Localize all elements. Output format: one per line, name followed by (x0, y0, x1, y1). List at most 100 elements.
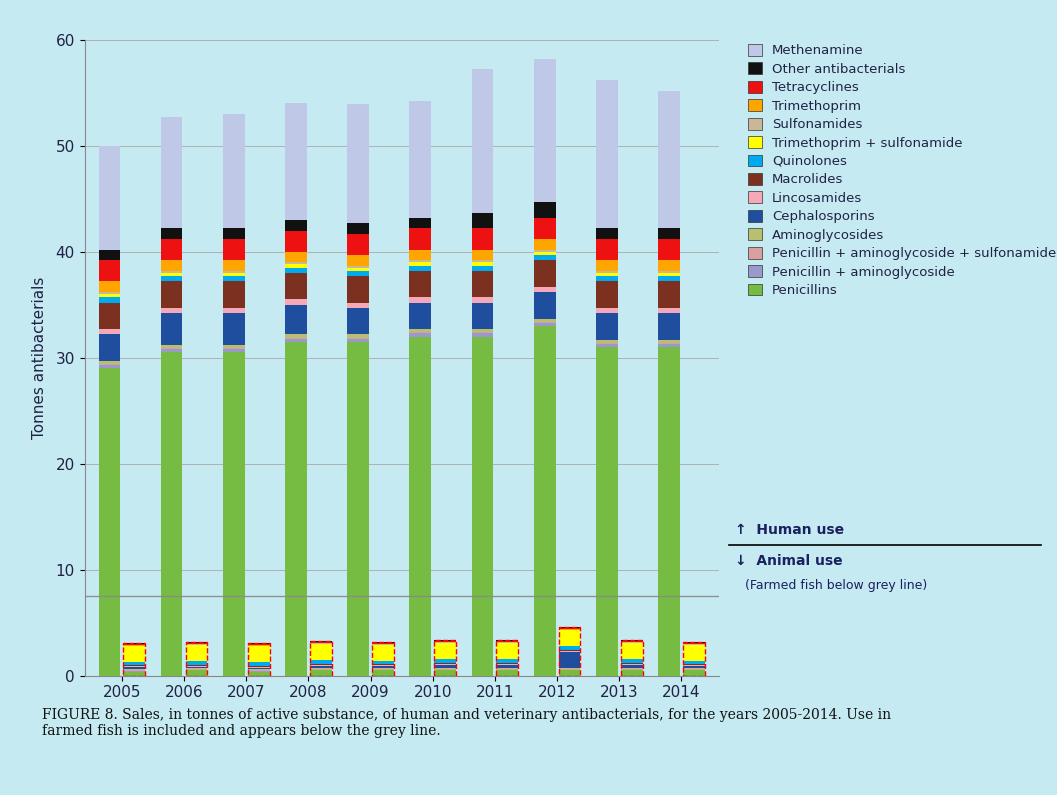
Bar (186, 665, 207, 666)
Bar (161, 276, 183, 281)
Bar (596, 239, 617, 260)
Bar (285, 252, 307, 262)
Bar (372, 643, 394, 644)
Bar (659, 343, 680, 344)
Bar (659, 344, 680, 347)
Bar (348, 338, 369, 339)
Bar (409, 260, 431, 262)
Bar (471, 212, 494, 228)
Bar (98, 364, 120, 365)
Bar (372, 666, 394, 669)
Bar (471, 329, 494, 332)
Bar (471, 333, 494, 336)
Bar (596, 80, 617, 228)
Bar (596, 344, 617, 347)
Bar (471, 332, 494, 333)
Bar (285, 220, 307, 231)
Bar (471, 260, 494, 262)
Bar (223, 313, 244, 345)
Bar (620, 664, 643, 665)
Bar (409, 336, 431, 676)
Bar (471, 297, 494, 303)
Bar (683, 642, 705, 676)
Bar (247, 669, 270, 670)
Bar (348, 276, 369, 303)
Bar (98, 303, 120, 329)
Bar (683, 664, 705, 665)
Bar (372, 670, 394, 676)
Bar (124, 646, 145, 662)
Bar (620, 641, 643, 642)
Bar (434, 664, 456, 665)
Bar (161, 352, 183, 676)
Bar (409, 297, 431, 303)
Bar (497, 664, 518, 665)
Bar (596, 343, 617, 344)
Bar (223, 281, 244, 308)
Bar (659, 273, 680, 276)
Bar (534, 218, 556, 239)
Bar (409, 266, 431, 271)
Bar (247, 666, 270, 667)
Bar (310, 666, 332, 669)
Text: ↓  Animal use: ↓ Animal use (735, 554, 842, 568)
Bar (434, 640, 456, 641)
Bar (534, 326, 556, 676)
Bar (124, 669, 145, 670)
Bar (559, 651, 580, 653)
Bar (683, 642, 705, 643)
Bar (161, 273, 183, 276)
Bar (659, 271, 680, 273)
Bar (223, 348, 244, 349)
Bar (285, 338, 307, 339)
Bar (372, 642, 394, 676)
Bar (409, 101, 431, 218)
Bar (659, 313, 680, 339)
Bar (310, 641, 332, 642)
Bar (348, 303, 369, 308)
Bar (186, 642, 207, 643)
Bar (596, 347, 617, 676)
Bar (596, 260, 617, 271)
Bar (596, 271, 617, 273)
Bar (409, 250, 431, 260)
Bar (124, 665, 145, 666)
Bar (596, 276, 617, 281)
Bar (534, 323, 556, 326)
Bar (98, 297, 120, 303)
Bar (247, 644, 270, 645)
Bar (471, 262, 494, 266)
Bar (247, 643, 270, 676)
Bar (683, 665, 705, 666)
Bar (348, 234, 369, 255)
Bar (372, 664, 394, 665)
Bar (683, 670, 705, 676)
Bar (559, 653, 580, 669)
Bar (409, 333, 431, 336)
Bar (434, 640, 456, 676)
Bar (348, 339, 369, 342)
Bar (471, 271, 494, 297)
Bar (348, 266, 369, 268)
Bar (223, 276, 244, 281)
Bar (497, 640, 518, 676)
Bar (534, 319, 556, 322)
Bar (124, 672, 145, 676)
Bar (161, 228, 183, 239)
Bar (497, 670, 518, 676)
Bar (310, 660, 332, 664)
Bar (285, 335, 307, 338)
Bar (186, 670, 207, 676)
Bar (434, 663, 456, 664)
Bar (534, 59, 556, 202)
Bar (186, 666, 207, 667)
Bar (659, 339, 680, 343)
Bar (285, 103, 307, 220)
Bar (534, 260, 556, 287)
Bar (434, 670, 456, 676)
Bar (659, 228, 680, 239)
Bar (161, 349, 183, 352)
Bar (124, 667, 145, 669)
Bar (161, 281, 183, 308)
Bar (434, 665, 456, 669)
